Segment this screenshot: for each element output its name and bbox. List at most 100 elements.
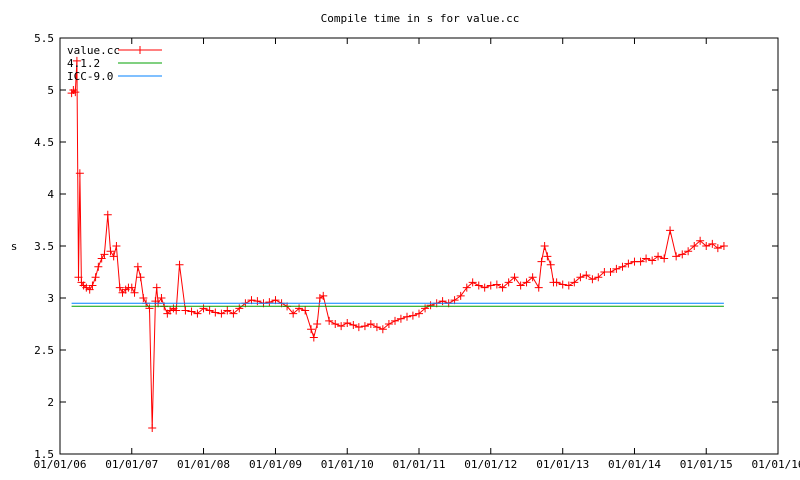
data-point — [648, 256, 657, 265]
x-tick-label: 01/01/10 — [321, 458, 374, 471]
data-point — [666, 226, 675, 235]
data-point — [265, 298, 274, 307]
data-point — [492, 280, 501, 289]
y-tick-label: 2.5 — [34, 344, 54, 357]
data-point — [636, 257, 645, 266]
data-point — [157, 294, 166, 302]
x-tick-label: 01/01/07 — [105, 458, 158, 471]
plot-frame — [59, 37, 779, 455]
data-point — [713, 244, 722, 253]
data-point — [546, 260, 555, 269]
data-point — [522, 278, 531, 287]
data-point — [468, 278, 477, 287]
x-tick-label: 01/01/08 — [177, 458, 230, 471]
x-tick-label: 01/01/12 — [464, 458, 517, 471]
x-tick-label: 01/01/09 — [249, 458, 302, 471]
data-point — [504, 278, 513, 287]
legend-label: ICC-9.0 — [67, 70, 113, 83]
data-point — [498, 283, 507, 292]
data-point — [618, 262, 627, 271]
data-point — [289, 309, 298, 318]
data-point — [97, 254, 106, 263]
data-point — [223, 306, 232, 315]
data-point — [109, 252, 118, 261]
data-point — [145, 304, 154, 313]
data-point — [438, 297, 447, 306]
data-point — [528, 273, 537, 282]
y-tick-label: 2 — [47, 396, 54, 409]
y-tick-label: 1.5 — [34, 448, 54, 461]
data-point — [71, 88, 80, 97]
data-point — [612, 264, 621, 273]
data-point — [510, 273, 519, 282]
data-point — [672, 252, 681, 261]
legend-label: value.cc — [67, 44, 120, 57]
series-layer — [67, 56, 728, 432]
data-point — [100, 250, 109, 259]
data-point — [540, 242, 549, 250]
legend-marker — [136, 46, 144, 54]
data-point — [696, 236, 705, 245]
data-point — [181, 306, 190, 315]
data-point — [136, 273, 145, 282]
data-point — [570, 278, 579, 287]
data-point — [103, 210, 112, 219]
data-point — [337, 322, 346, 331]
data-point — [426, 301, 435, 310]
data-point — [187, 307, 196, 316]
data-point — [91, 273, 100, 282]
data-point — [331, 320, 340, 328]
data-point — [474, 281, 483, 290]
data-point — [253, 297, 262, 306]
data-point — [516, 281, 525, 290]
data-point — [139, 294, 148, 302]
data-point — [702, 242, 711, 250]
data-point — [654, 252, 663, 261]
data-point — [152, 283, 161, 292]
y-axis-label: s — [11, 240, 18, 253]
data-point — [391, 316, 400, 325]
data-point — [211, 308, 220, 317]
data-point — [678, 250, 687, 259]
data-point — [456, 291, 465, 300]
data-point — [175, 260, 184, 269]
data-point — [384, 320, 393, 328]
data-point — [588, 275, 597, 284]
data-point — [582, 271, 591, 280]
data-point — [552, 278, 561, 287]
data-point — [564, 281, 573, 290]
data-point — [594, 273, 603, 282]
data-point — [462, 283, 471, 292]
data-point — [94, 262, 103, 271]
data-point — [75, 169, 84, 178]
data-point — [396, 314, 405, 323]
x-tick-label: 01/01/16 — [752, 458, 800, 471]
y-tick-label: 5.5 — [34, 32, 54, 45]
data-point — [229, 309, 238, 318]
data-point — [372, 323, 381, 332]
data-point — [72, 56, 81, 65]
data-point — [199, 304, 208, 313]
data-point — [486, 281, 495, 290]
data-point — [205, 306, 214, 315]
data-point — [325, 316, 334, 325]
data-point — [719, 242, 728, 250]
data-point — [74, 273, 83, 282]
data-point — [319, 291, 328, 300]
legend-label: 4.1.2 — [67, 57, 100, 70]
data-point — [309, 333, 318, 342]
y-tick-label: 4.5 — [34, 136, 54, 149]
data-point — [69, 86, 78, 94]
chart-title: Compile time in s for value.cc — [321, 12, 520, 25]
data-point — [708, 239, 717, 248]
y-tick-label: 5 — [47, 84, 54, 97]
x-tick-label: 01/01/15 — [680, 458, 733, 471]
data-point — [558, 280, 567, 289]
data-point — [148, 424, 157, 432]
data-point — [85, 285, 94, 294]
data-point — [354, 323, 363, 332]
data-point — [403, 312, 412, 321]
data-point — [642, 254, 651, 263]
